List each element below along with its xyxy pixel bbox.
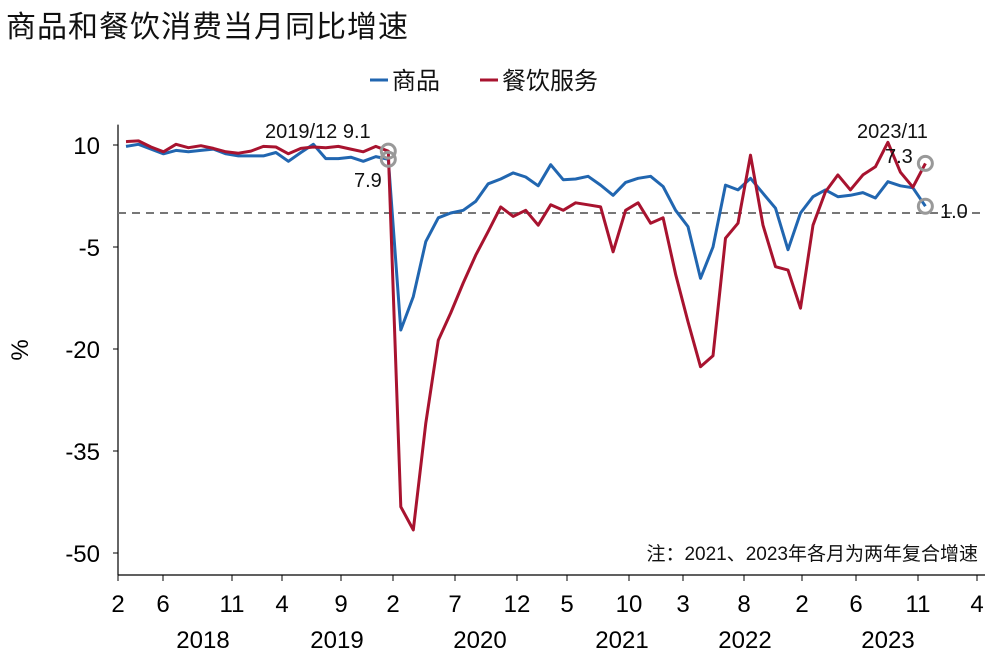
x-tick-label: 8 <box>737 591 750 618</box>
x-tick-label: 11 <box>906 591 931 618</box>
highlight-circle <box>916 197 934 215</box>
x-tick-label: 6 <box>156 591 169 618</box>
legend-label: 商品 <box>392 68 440 95</box>
annotation-label: 7.3 <box>885 146 913 168</box>
year-label: 2018 <box>176 627 229 654</box>
x-tick-label: 4 <box>970 591 983 618</box>
y-tick-label: -50 <box>65 541 100 568</box>
chart-title: 商品和餐饮消费当月同比增速 <box>6 10 409 45</box>
x-tick-label: 3 <box>676 591 689 618</box>
highlight-circle <box>916 154 934 172</box>
annotation-label: 1.0 <box>940 201 968 223</box>
x-tick-label: 11 <box>220 591 245 618</box>
y-tick-label: 10 <box>73 133 100 160</box>
year-label: 2019 <box>310 627 363 654</box>
x-tick-label: 12 <box>504 591 531 618</box>
x-tick-label: 7 <box>448 591 461 618</box>
x-tick-label: 5 <box>560 591 573 618</box>
annotation-label: 2023/11 <box>857 121 928 143</box>
year-label: 2023 <box>861 627 914 654</box>
highlight-circle <box>379 142 397 160</box>
x-tick-label: 2 <box>111 591 124 618</box>
y-tick-label: -35 <box>65 439 100 466</box>
x-tick-label: 6 <box>849 591 862 618</box>
y-tick-label: -20 <box>65 337 100 364</box>
legend-label: 餐饮服务 <box>502 68 598 95</box>
year-label: 2020 <box>453 627 506 654</box>
x-tick-label: 10 <box>616 591 643 618</box>
x-tick-label: 2 <box>386 591 399 618</box>
y-tick-label: -5 <box>79 235 100 262</box>
x-tick-label: 4 <box>275 591 288 618</box>
y-axis-label: % <box>7 339 34 360</box>
highlight-circle <box>379 150 397 168</box>
x-tick-label: 2 <box>795 591 808 618</box>
annotation-label: 7.9 <box>354 170 382 192</box>
year-label: 2022 <box>718 627 771 654</box>
year-label: 2021 <box>595 627 648 654</box>
footnote: 注：2021、2023年各月为两年复合增速 <box>646 543 978 565</box>
x-tick-label: 9 <box>334 591 347 618</box>
annotation-label: 2019/12 9.1 <box>265 121 371 143</box>
series-line-goods <box>125 142 927 332</box>
series-line-catering <box>125 139 927 532</box>
